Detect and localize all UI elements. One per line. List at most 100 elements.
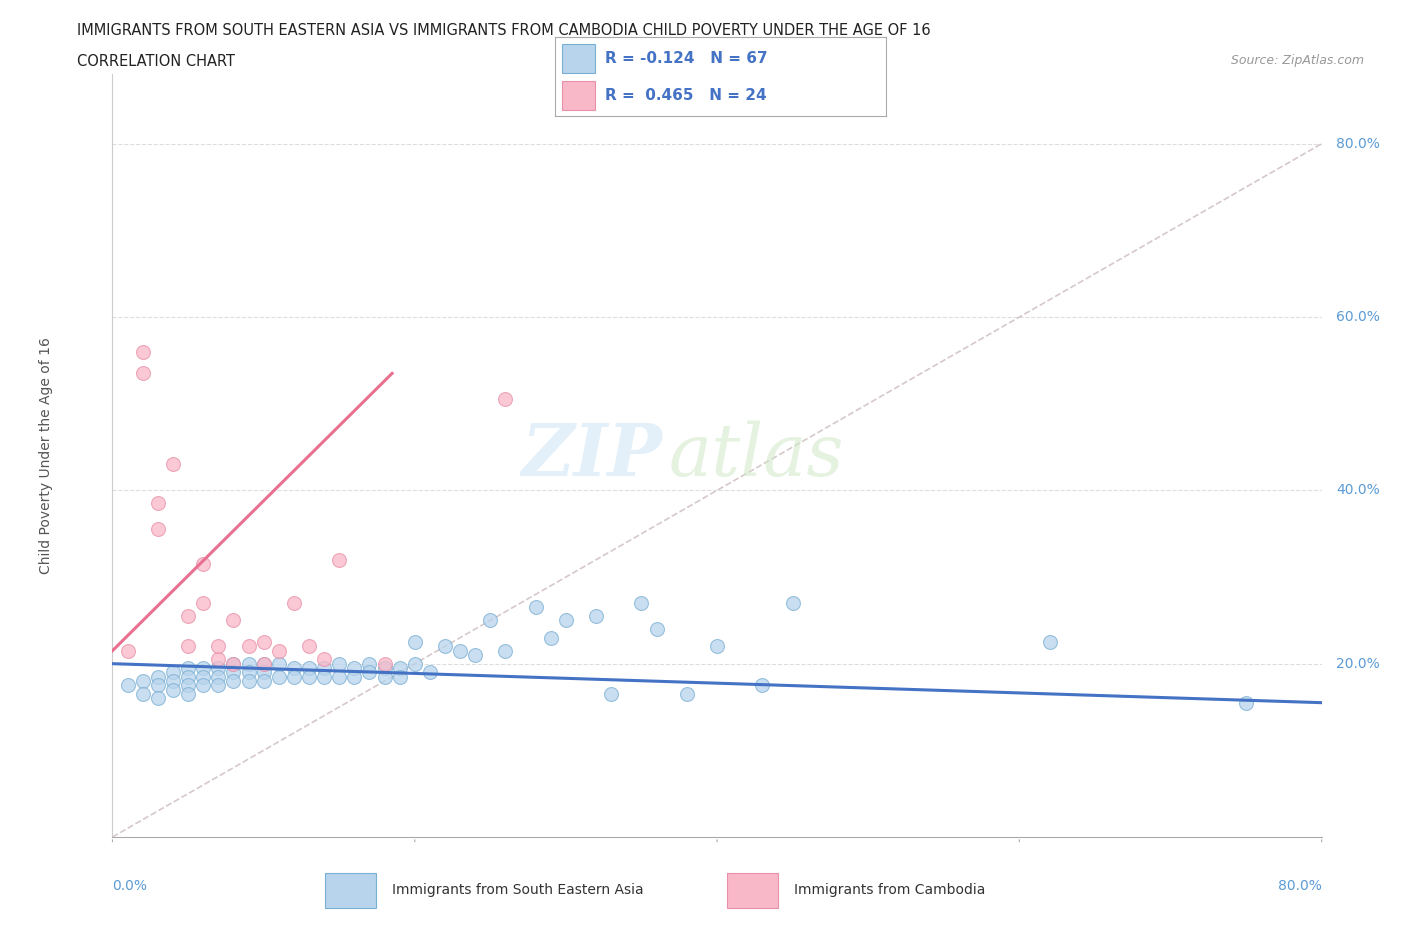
Point bbox=[207, 652, 229, 667]
Point bbox=[267, 644, 290, 658]
Point bbox=[267, 670, 290, 684]
Point bbox=[359, 657, 381, 671]
Point bbox=[388, 660, 411, 675]
Point bbox=[253, 673, 276, 688]
Point bbox=[238, 673, 260, 688]
Point bbox=[177, 660, 200, 675]
Point bbox=[1234, 696, 1257, 711]
Point bbox=[479, 613, 502, 628]
Point bbox=[191, 660, 214, 675]
Point bbox=[162, 683, 184, 698]
Point bbox=[191, 556, 214, 571]
Point bbox=[222, 673, 245, 688]
Point bbox=[146, 522, 169, 537]
Point bbox=[177, 608, 200, 623]
Point bbox=[298, 660, 321, 675]
Point bbox=[449, 644, 471, 658]
Point bbox=[222, 657, 245, 671]
Point bbox=[267, 657, 290, 671]
Point bbox=[524, 600, 547, 615]
Point bbox=[132, 365, 155, 380]
Text: 80.0%: 80.0% bbox=[1278, 879, 1322, 893]
Point bbox=[328, 552, 350, 567]
Point bbox=[117, 644, 139, 658]
Point bbox=[177, 670, 200, 684]
Point bbox=[207, 639, 229, 654]
Text: R = -0.124   N = 67: R = -0.124 N = 67 bbox=[605, 51, 768, 66]
Bar bbox=[325, 872, 377, 909]
Text: 80.0%: 80.0% bbox=[1336, 137, 1381, 151]
Point bbox=[645, 621, 668, 636]
Bar bbox=[727, 872, 778, 909]
Point bbox=[207, 660, 229, 675]
Point bbox=[132, 686, 155, 701]
Point bbox=[191, 678, 214, 693]
Point bbox=[238, 657, 260, 671]
Point bbox=[238, 665, 260, 680]
Point bbox=[404, 657, 426, 671]
Point bbox=[253, 665, 276, 680]
Point bbox=[359, 665, 381, 680]
Point bbox=[374, 657, 396, 671]
Bar bbox=[562, 82, 595, 110]
Point bbox=[374, 660, 396, 675]
Point bbox=[238, 639, 260, 654]
Point bbox=[132, 344, 155, 359]
Text: Child Poverty Under the Age of 16: Child Poverty Under the Age of 16 bbox=[39, 338, 53, 574]
Text: R =  0.465   N = 24: R = 0.465 N = 24 bbox=[605, 88, 766, 103]
Point bbox=[177, 639, 200, 654]
Text: 0.0%: 0.0% bbox=[112, 879, 148, 893]
Point bbox=[253, 657, 276, 671]
Point bbox=[162, 665, 184, 680]
Point bbox=[675, 686, 697, 701]
Point bbox=[585, 608, 607, 623]
Point bbox=[177, 686, 200, 701]
Point bbox=[404, 634, 426, 649]
Point bbox=[146, 496, 169, 511]
Point bbox=[1038, 634, 1062, 649]
Point bbox=[600, 686, 623, 701]
Point bbox=[374, 670, 396, 684]
Text: 20.0%: 20.0% bbox=[1336, 657, 1379, 671]
Point bbox=[314, 660, 336, 675]
Point bbox=[191, 595, 214, 610]
Point bbox=[207, 670, 229, 684]
Point bbox=[388, 670, 411, 684]
Text: Immigrants from Cambodia: Immigrants from Cambodia bbox=[793, 884, 986, 897]
Point bbox=[283, 670, 305, 684]
Point bbox=[782, 595, 804, 610]
Point bbox=[222, 613, 245, 628]
Point bbox=[162, 673, 184, 688]
Point bbox=[328, 657, 350, 671]
Point bbox=[117, 678, 139, 693]
Point bbox=[298, 670, 321, 684]
Point bbox=[328, 670, 350, 684]
Text: atlas: atlas bbox=[669, 420, 844, 491]
Point bbox=[464, 647, 486, 662]
Text: Source: ZipAtlas.com: Source: ZipAtlas.com bbox=[1230, 54, 1364, 67]
Point bbox=[554, 613, 576, 628]
Point bbox=[253, 634, 276, 649]
Point bbox=[630, 595, 652, 610]
Point bbox=[298, 639, 321, 654]
Point bbox=[343, 660, 366, 675]
Point bbox=[283, 660, 305, 675]
Point bbox=[253, 657, 276, 671]
Point bbox=[132, 673, 155, 688]
Point bbox=[283, 595, 305, 610]
Bar bbox=[562, 45, 595, 73]
Point bbox=[751, 678, 773, 693]
Point bbox=[419, 665, 441, 680]
Point bbox=[146, 691, 169, 706]
Text: IMMIGRANTS FROM SOUTH EASTERN ASIA VS IMMIGRANTS FROM CAMBODIA CHILD POVERTY UND: IMMIGRANTS FROM SOUTH EASTERN ASIA VS IM… bbox=[77, 23, 931, 38]
Text: 40.0%: 40.0% bbox=[1336, 484, 1379, 498]
Text: Immigrants from South Eastern Asia: Immigrants from South Eastern Asia bbox=[392, 884, 644, 897]
Point bbox=[433, 639, 456, 654]
Point bbox=[314, 652, 336, 667]
Text: CORRELATION CHART: CORRELATION CHART bbox=[77, 54, 235, 69]
Point bbox=[343, 670, 366, 684]
Point bbox=[162, 457, 184, 472]
Point bbox=[146, 670, 169, 684]
Point bbox=[207, 678, 229, 693]
Point bbox=[495, 644, 517, 658]
